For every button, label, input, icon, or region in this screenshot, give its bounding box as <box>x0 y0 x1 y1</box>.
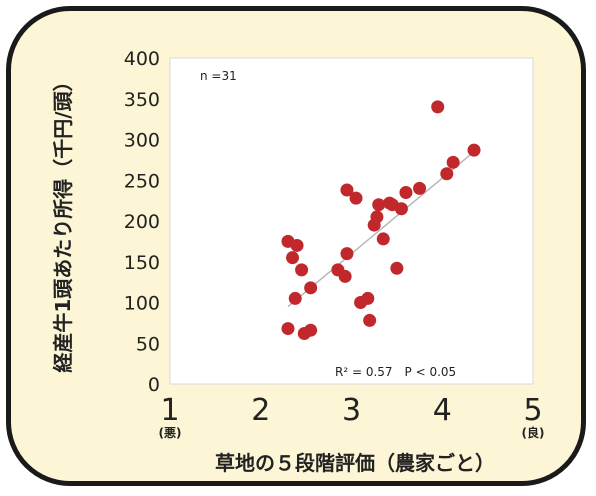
y-tick-label: 250 <box>124 170 160 192</box>
x-axis-label: 草地の５段階評価（農家ごと） <box>215 451 495 475</box>
y-tick-label: 200 <box>124 211 160 233</box>
y-tick-label: 350 <box>124 89 160 111</box>
x-tick-labels: 1 2 3 4 5 <box>160 393 542 428</box>
y-tick-label: 50 <box>136 333 160 355</box>
data-point <box>340 247 354 261</box>
data-point <box>394 202 408 216</box>
data-point <box>467 143 481 157</box>
stats-annotation: R² = 0.57 P < 0.05 <box>335 365 456 379</box>
data-point <box>290 238 304 252</box>
data-point <box>383 196 397 210</box>
data-point <box>340 183 354 197</box>
data-point <box>304 323 318 337</box>
data-point <box>349 191 363 205</box>
data-point <box>390 261 404 275</box>
data-point <box>295 263 309 277</box>
y-tick-label: 0 <box>148 374 160 396</box>
x-tick-label: 1 <box>160 393 179 428</box>
data-point <box>399 185 413 199</box>
plot-area <box>169 57 534 385</box>
sample-size-label: n =31 <box>200 69 237 83</box>
y-tick-label: 400 <box>124 48 160 70</box>
y-tick-label: 150 <box>124 252 160 274</box>
y-tick-label: 300 <box>124 130 160 152</box>
x-tick-label: 5 <box>523 393 542 428</box>
data-point <box>376 232 390 246</box>
data-point <box>288 291 302 305</box>
data-points <box>281 100 481 340</box>
data-point <box>372 198 386 212</box>
y-axis-label: 経産牛1頭あたり所得（千円/頭） <box>51 71 75 372</box>
x-tick-sub-min: (悪) <box>159 426 182 440</box>
data-point <box>363 313 377 327</box>
y-tick-label: 100 <box>124 293 160 315</box>
data-point <box>440 167 454 181</box>
data-point <box>304 281 318 295</box>
data-point <box>338 269 352 283</box>
x-tick-label: 3 <box>342 393 361 428</box>
data-point <box>286 251 300 265</box>
x-tick-sub-max: (良) <box>522 425 545 440</box>
y-tick-labels: 0 50 100 150 200 250 300 350 400 <box>124 48 160 396</box>
data-point <box>281 322 295 336</box>
data-point <box>361 291 375 305</box>
data-point <box>431 100 445 114</box>
data-point <box>446 155 460 169</box>
x-tick-label: 2 <box>251 393 270 428</box>
data-point <box>413 181 427 195</box>
x-tick-label: 4 <box>433 393 452 428</box>
data-point <box>370 210 384 224</box>
